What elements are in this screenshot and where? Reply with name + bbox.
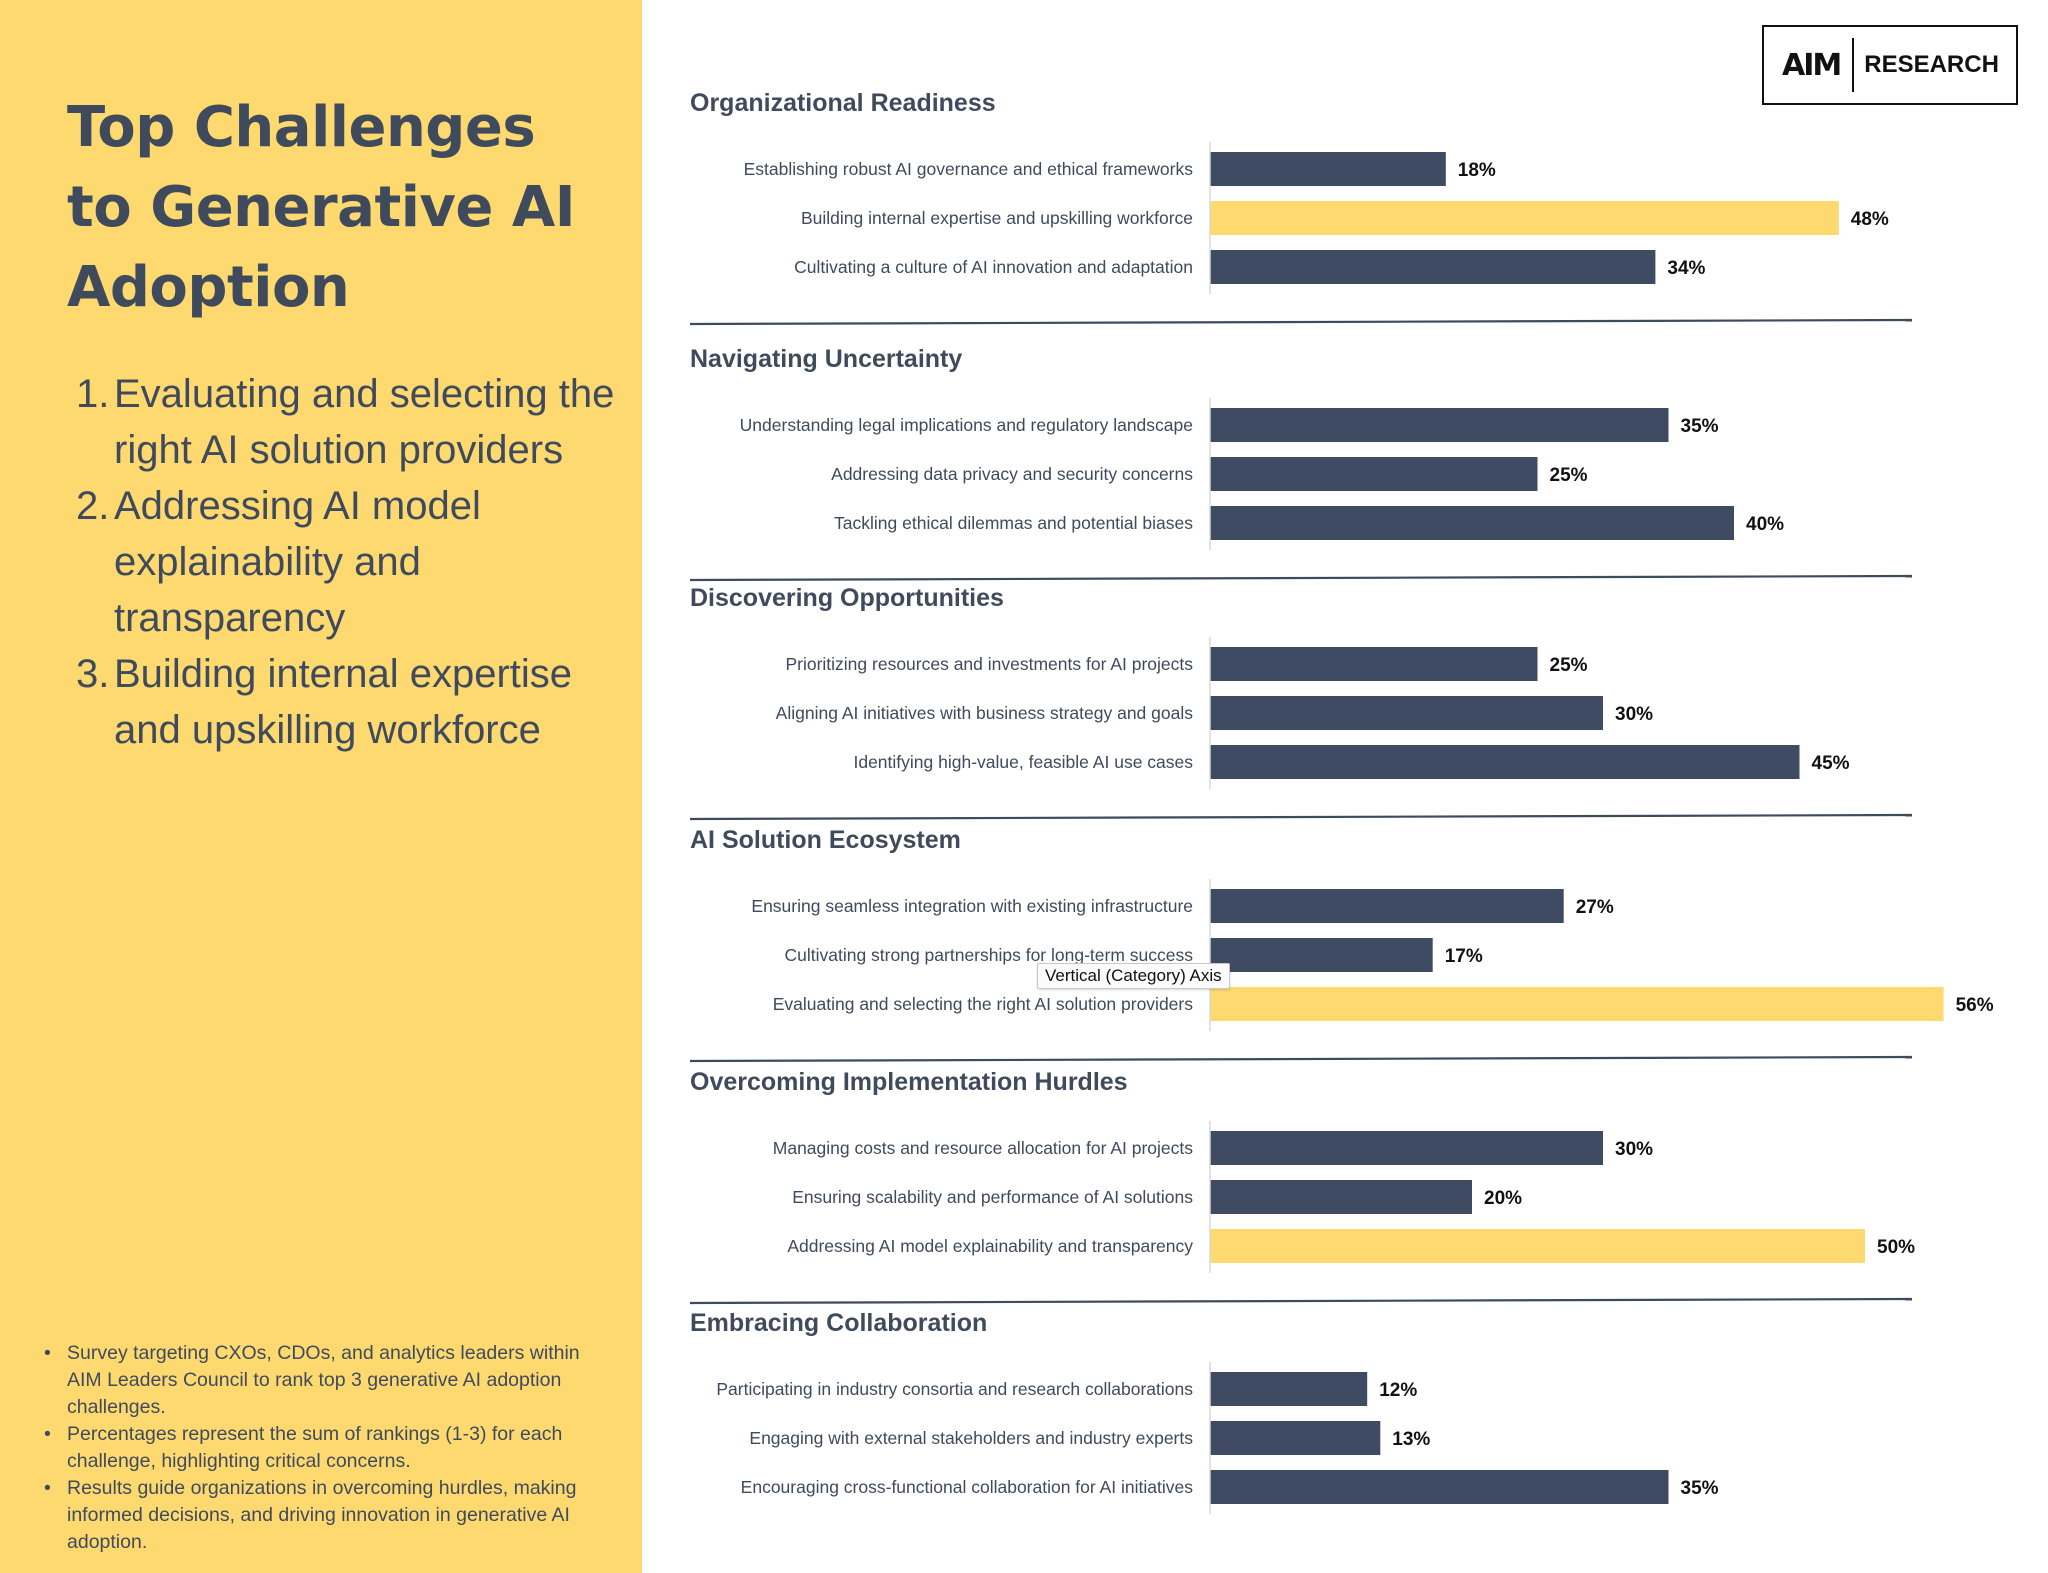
aim-research-logo: AIM RESEARCH: [1762, 25, 2018, 105]
logo-divider: [1852, 38, 1855, 92]
data-label: 35%: [1681, 1478, 1719, 1499]
data-label: 20%: [1484, 1188, 1522, 1209]
note-text: Percentages represent the sum of ranking…: [67, 1423, 563, 1472]
page-title: Top Challenges to Generative AI Adoption: [67, 88, 627, 328]
category-label: Identifying high-value, feasible AI use …: [853, 752, 1193, 772]
bar: [1210, 408, 1669, 442]
data-label: 48%: [1851, 209, 1889, 230]
bar: [1210, 889, 1564, 923]
bar: [1210, 152, 1446, 186]
list-text: Addressing AI model explainability and t…: [114, 484, 481, 640]
note-item: • Percentages represent the sum of rankin…: [40, 1421, 610, 1475]
bar: [1210, 1229, 1865, 1263]
bar: [1210, 938, 1433, 972]
bar: [1210, 745, 1800, 779]
survey-notes: • Survey targeting CXOs, CDOs, and analyt…: [40, 1340, 610, 1556]
left-panel: Top Challenges to Generative AI Adoption…: [0, 0, 642, 1573]
bar: [1210, 506, 1734, 540]
category-label: Establishing robust AI governance and et…: [744, 159, 1194, 179]
section-divider: [689, 813, 1913, 821]
category-label: Ensuring scalability and performance of …: [792, 1187, 1193, 1207]
aim-logo-icon: AIM: [1782, 47, 1842, 83]
category-label: Evaluating and selecting the right AI so…: [773, 994, 1194, 1014]
data-label: 25%: [1550, 655, 1588, 676]
section-title: Discovering Opportunities: [690, 584, 1004, 612]
bar: [1210, 1180, 1472, 1214]
note-text: Survey targeting CXOs, CDOs, and analyti…: [67, 1342, 580, 1418]
axis-tooltip: Vertical (Category) Axis: [1037, 963, 1230, 989]
list-text: Building internal expertise and upskilli…: [114, 652, 573, 752]
data-label: 45%: [1812, 753, 1850, 774]
bar: [1210, 696, 1603, 730]
category-label: Cultivating a culture of AI innovation a…: [794, 257, 1193, 277]
data-label: 12%: [1379, 1380, 1417, 1401]
section-divider: [689, 1297, 1913, 1305]
data-label: 40%: [1746, 514, 1784, 535]
bar: [1210, 987, 1944, 1021]
category-label: Ensuring seamless integration with exist…: [751, 896, 1193, 916]
note-item: • Results guide organizations in overcomi…: [40, 1475, 610, 1556]
note-text: Results guide organizations in overcomin…: [67, 1477, 577, 1553]
data-label: 13%: [1392, 1429, 1430, 1450]
category-label: Understanding legal implications and reg…: [740, 415, 1193, 435]
data-label: 35%: [1681, 416, 1719, 437]
list-text: Evaluating and selecting the right AI so…: [114, 372, 615, 472]
category-label: Encouraging cross-functional collaborati…: [741, 1477, 1194, 1497]
section-title: Organizational Readiness: [690, 89, 996, 117]
list-number: 2.: [76, 484, 110, 528]
section-divider: [689, 318, 1913, 326]
section-title: AI Solution Ecosystem: [690, 826, 961, 854]
title-line: Adoption: [67, 255, 350, 320]
category-label: Cultivating strong partnerships for long…: [784, 945, 1193, 965]
category-label: Addressing AI model explainability and t…: [787, 1236, 1193, 1256]
data-label: 34%: [1667, 258, 1705, 279]
data-label: 30%: [1615, 1139, 1653, 1160]
section-divider: [689, 1055, 1913, 1063]
section-title: Navigating Uncertainty: [690, 345, 962, 373]
bullet-dot: •: [44, 1423, 51, 1445]
list-item: 1. Evaluating and selecting the right AI …: [62, 366, 622, 478]
data-label: 30%: [1615, 704, 1653, 725]
logo-text: RESEARCH: [1864, 51, 1999, 78]
bar: [1210, 1470, 1669, 1504]
bar: [1210, 647, 1538, 681]
category-label: Addressing data privacy and security con…: [831, 464, 1193, 484]
section-title: Embracing Collaboration: [690, 1309, 987, 1337]
bar: [1210, 250, 1656, 284]
list-item: 2. Addressing AI model explainability and…: [62, 478, 622, 646]
note-item: • Survey targeting CXOs, CDOs, and analyt…: [40, 1340, 610, 1421]
bar: [1210, 201, 1839, 235]
bar: [1210, 1131, 1603, 1165]
bar: [1210, 1372, 1368, 1406]
data-label: 27%: [1576, 897, 1614, 918]
category-label: Prioritizing resources and investments f…: [785, 654, 1193, 674]
top-challenges-list: 1. Evaluating and selecting the right AI …: [62, 366, 622, 758]
bar: [1210, 457, 1538, 491]
list-item: 3. Building internal expertise and upskil…: [62, 646, 622, 758]
data-label: 25%: [1550, 465, 1588, 486]
title-line: Top Challenges: [67, 95, 536, 160]
section-title: Overcoming Implementation Hurdles: [690, 1068, 1128, 1096]
bullet-dot: •: [44, 1342, 51, 1364]
data-label: 18%: [1458, 160, 1496, 181]
category-label: Tackling ethical dilemmas and potential …: [834, 513, 1193, 533]
list-number: 3.: [76, 652, 110, 696]
data-label: 50%: [1877, 1237, 1915, 1258]
bar: [1210, 1421, 1381, 1455]
list-number: 1.: [76, 372, 110, 416]
title-line: to Generative AI: [67, 175, 576, 240]
section-divider: [689, 574, 1913, 582]
category-label: Aligning AI initiatives with business st…: [776, 703, 1194, 723]
data-label: 56%: [1956, 995, 1994, 1016]
data-label: 17%: [1445, 946, 1483, 967]
category-label: Building internal expertise and upskilli…: [801, 208, 1193, 228]
category-label: Participating in industry consortia and …: [716, 1379, 1193, 1399]
bullet-dot: •: [44, 1477, 51, 1499]
category-label: Managing costs and resource allocation f…: [773, 1138, 1193, 1158]
category-label: Engaging with external stakeholders and …: [749, 1428, 1193, 1448]
